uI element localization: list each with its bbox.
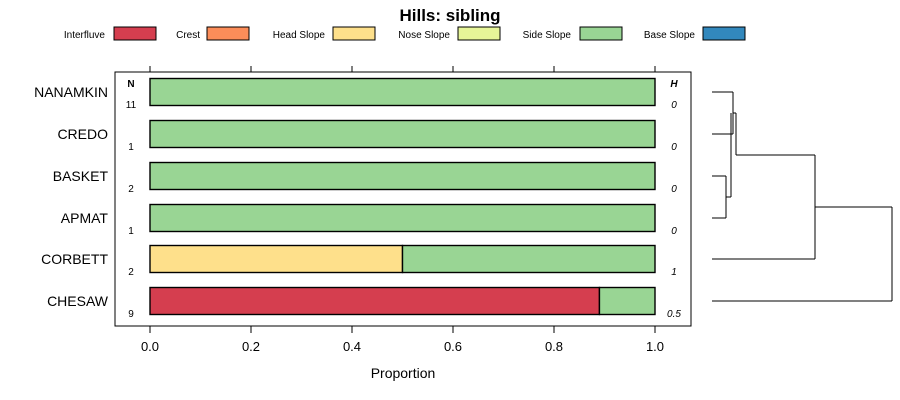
bar-segment: [149, 244, 404, 274]
legend-label: Nose Slope: [398, 30, 450, 41]
bar-segment: [401, 244, 656, 274]
legend-swatch: [206, 26, 250, 41]
h-value: 0: [671, 100, 677, 111]
category-label: CREDO: [57, 126, 108, 142]
category-label: BASKET: [53, 168, 109, 184]
x-axis-title: Proportion: [371, 365, 436, 381]
x-axis: 0.0 0.2 0.4 0.6 0.8 1.0: [141, 325, 664, 354]
bar-row: APMAT 1 0: [61, 203, 677, 237]
x-tick-label: 0.8: [545, 339, 563, 354]
n-value: 2: [128, 267, 134, 278]
legend-label: Interfluve: [64, 30, 106, 41]
n-value: 9: [128, 309, 134, 320]
chart-title: Hills: sibling: [399, 6, 500, 25]
dendrogram: [712, 91, 893, 302]
legend: Interfluve Crest Head Slope Nose Slope Side …: [64, 26, 746, 41]
legend-label: Crest: [176, 30, 200, 41]
x-tick-label: 0.4: [343, 339, 361, 354]
n-column-header: N: [127, 79, 134, 90]
h-value: 0: [671, 184, 677, 195]
h-value: 0: [671, 226, 677, 237]
bar-rows: NANAMKIN 11 0 CREDO 1 0 BASKET 2 0 APMAT 1 0 CORBETT…: [34, 77, 681, 320]
legend-swatch: [113, 26, 157, 41]
n-value: 1: [128, 226, 134, 237]
legend-label: Base Slope: [644, 30, 696, 41]
bar-row: CREDO 1 0: [57, 119, 677, 153]
bar-segment: [149, 203, 656, 233]
bar-row: NANAMKIN 11 0: [34, 77, 677, 111]
h-value: 0: [671, 142, 677, 153]
bar-segment: [149, 119, 656, 149]
category-label: CORBETT: [41, 251, 108, 267]
legend-swatch: [457, 26, 501, 41]
h-value: 1: [671, 267, 677, 278]
x-tick-label: 0.6: [444, 339, 462, 354]
bar-row: CHESAW 9 0.5: [47, 286, 681, 320]
category-label: CHESAW: [47, 293, 109, 309]
bar-segment: [149, 161, 656, 191]
bar-row: CORBETT 2 1: [41, 244, 677, 278]
top-axis-ticks: [149, 66, 656, 72]
bar-segment: [149, 77, 656, 107]
legend-swatch: [579, 26, 623, 41]
h-column-header: H: [670, 79, 678, 90]
bar-row: BASKET 2 0: [53, 161, 677, 195]
n-value: 11: [126, 100, 137, 111]
h-value: 0.5: [667, 309, 681, 320]
x-tick-label: 1.0: [646, 339, 664, 354]
bar-segment: [149, 286, 601, 316]
category-label: NANAMKIN: [34, 84, 108, 100]
legend-swatch: [702, 26, 746, 41]
legend-swatch: [332, 26, 376, 41]
n-value: 2: [128, 184, 134, 195]
legend-label: Side Slope: [523, 30, 572, 41]
x-tick-label: 0.0: [141, 339, 159, 354]
n-value: 1: [128, 142, 134, 153]
x-tick-label: 0.2: [242, 339, 260, 354]
legend-label: Head Slope: [273, 30, 326, 41]
category-label: APMAT: [61, 210, 109, 226]
bar-segment: [598, 286, 656, 316]
